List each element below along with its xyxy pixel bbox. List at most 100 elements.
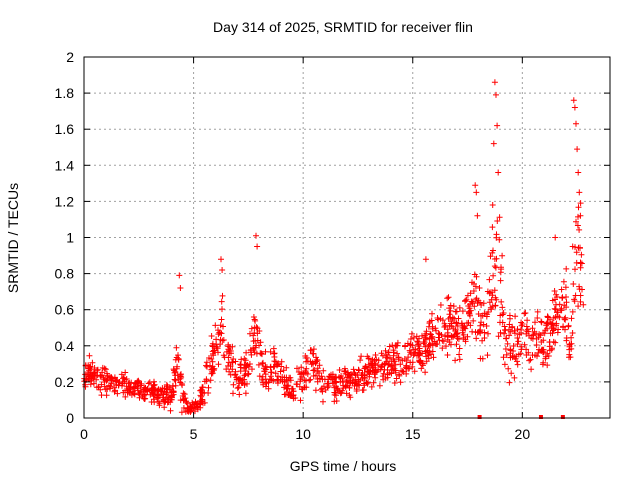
data-point [163, 389, 170, 396]
data-point [407, 336, 414, 342]
data-point [226, 368, 233, 375]
data-point [130, 390, 137, 397]
data-point [453, 320, 460, 327]
data-point [241, 380, 248, 387]
data-point [498, 266, 505, 273]
data-point [444, 352, 451, 358]
data-point [125, 380, 132, 387]
data-point [445, 294, 452, 301]
data-point [320, 398, 326, 405]
data-point [409, 363, 416, 370]
data-point [355, 366, 362, 373]
data-point [215, 361, 222, 368]
y-tick-label: 0.2 [55, 374, 75, 390]
data-point [283, 364, 290, 371]
data-point [408, 330, 415, 337]
data-point-peak [495, 169, 502, 176]
data-point [491, 263, 498, 270]
data-point [442, 322, 449, 329]
data-point [477, 299, 483, 306]
data-point [556, 314, 563, 321]
data-point [551, 305, 558, 312]
data-point [370, 379, 377, 386]
data-point [142, 395, 149, 402]
data-point [506, 312, 513, 319]
data-point [341, 368, 348, 375]
data-point [314, 357, 321, 364]
data-point [337, 375, 344, 381]
data-point [274, 376, 281, 383]
data-point [562, 284, 569, 291]
data-point [565, 323, 572, 330]
data-point [481, 329, 488, 336]
data-point [509, 324, 516, 331]
data-point [208, 333, 215, 339]
data-point [253, 324, 260, 331]
data-point [275, 377, 282, 384]
data-point [499, 319, 506, 326]
data-point [462, 325, 469, 332]
data-point [101, 365, 108, 372]
data-point [385, 361, 392, 368]
data-point [576, 226, 583, 233]
data-point [242, 390, 249, 397]
data-point [316, 362, 323, 369]
data-point [535, 349, 542, 356]
x-tick-label: 5 [190, 426, 198, 442]
data-point [534, 353, 540, 360]
data-point [86, 365, 93, 372]
data-point [523, 352, 530, 358]
data-point-peak [472, 182, 479, 189]
data-point [115, 382, 122, 389]
data-point [497, 312, 504, 319]
data-point [168, 392, 175, 399]
data-point [578, 260, 585, 267]
zero-markers [477, 415, 565, 419]
data-point [114, 390, 121, 397]
data-point [267, 348, 274, 355]
data-point [248, 325, 255, 332]
data-point [507, 354, 514, 361]
data-point [551, 288, 558, 294]
data-point-peak [574, 146, 581, 153]
axis-ticks [83, 56, 610, 419]
data-point-peak [571, 104, 578, 111]
data-point [173, 344, 180, 351]
data-point [220, 337, 227, 343]
data-point [232, 358, 239, 365]
data-point [386, 343, 393, 350]
data-point-peak [422, 256, 429, 263]
data-point [113, 377, 120, 384]
data-point [568, 345, 575, 352]
data-point [226, 350, 233, 357]
data-point [497, 277, 504, 284]
x-tick-label: 15 [405, 426, 421, 442]
data-point [249, 366, 255, 373]
data-point [511, 374, 518, 381]
data-point [303, 358, 310, 365]
data-point [506, 321, 513, 328]
data-point [407, 359, 414, 366]
data-point [267, 364, 274, 371]
data-point [383, 351, 390, 358]
data-point [553, 322, 559, 329]
data-point [429, 348, 436, 355]
data-point [405, 354, 412, 361]
data-point [469, 300, 476, 307]
data-point [501, 330, 508, 337]
data-point [268, 377, 275, 383]
data-point [104, 386, 111, 392]
data-point [86, 373, 93, 380]
x-tick-label: 10 [295, 426, 311, 442]
data-point [389, 342, 396, 349]
data-point [493, 234, 500, 241]
data-point [559, 295, 566, 301]
data-point [98, 392, 105, 399]
data-point [237, 361, 244, 368]
data-point [498, 298, 505, 305]
data-point [479, 355, 486, 362]
zero-marker [538, 415, 543, 419]
data-point [297, 378, 304, 385]
data-point-peak [569, 243, 576, 250]
data-point [569, 330, 576, 336]
